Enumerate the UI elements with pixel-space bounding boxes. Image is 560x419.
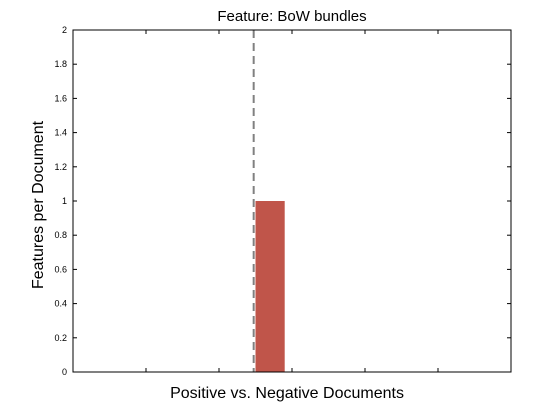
y-tick-label: 1.2 [54,162,67,172]
y-tick-label: 1.8 [54,59,67,69]
y-tick-label: 0.6 [54,264,67,274]
plot-area [252,30,285,372]
y-tick-label: 2 [62,25,67,35]
bar-0 [255,201,285,372]
x-axis-label: Positive vs. Negative Documents [170,385,404,402]
chart-title: Feature: BoW bundles [217,8,366,25]
y-tick-label: 0.2 [54,333,67,343]
plot-frame [72,29,512,373]
y-tick-label: 1.4 [54,128,67,138]
y-tick-label: 0 [62,367,67,377]
y-axis-label: Features per Document [30,120,47,289]
y-tick-label: 1 [62,196,67,206]
y-tick-label: 0.4 [54,299,67,309]
y-tick-label: 1.6 [54,93,67,103]
y-tick-label: 0.8 [54,230,67,240]
y-axis: 0 0.2 0.4 0.6 0.8 1 1.2 1.4 1.6 1.8 2 [54,25,511,377]
x-axis [145,30,439,372]
